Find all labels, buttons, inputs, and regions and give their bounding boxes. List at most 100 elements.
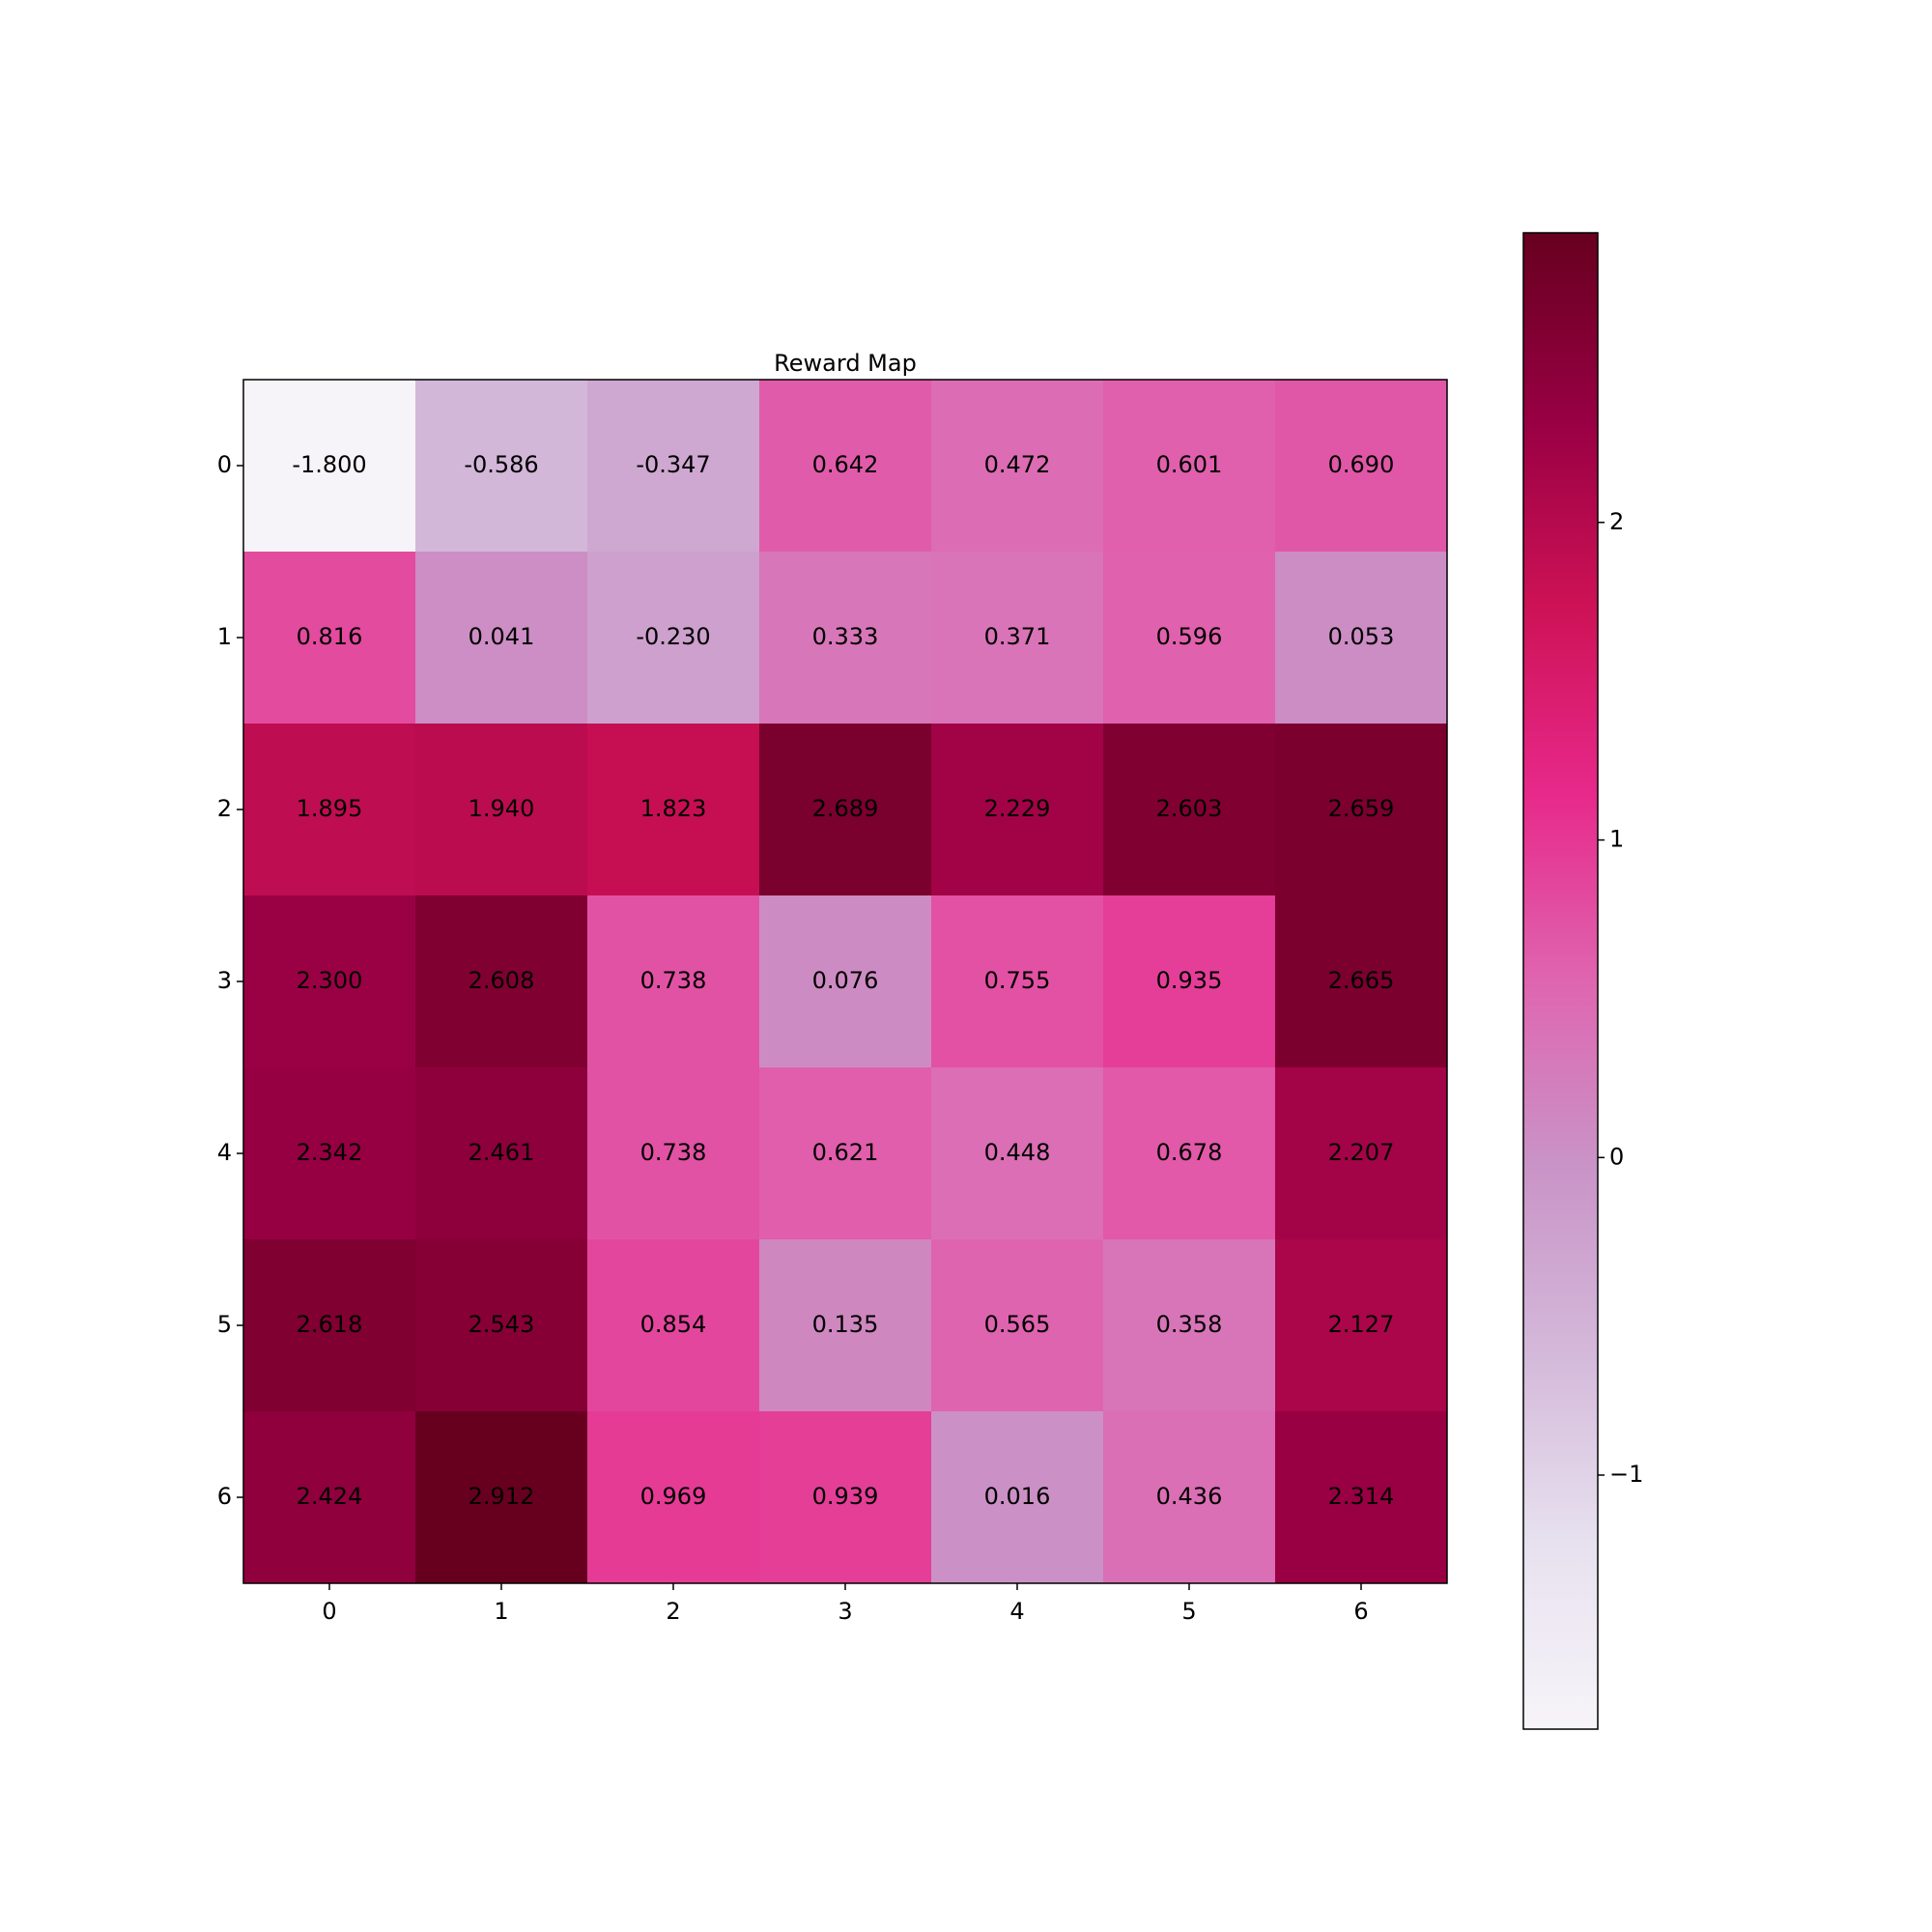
cell-value-label: 0.358 bbox=[1156, 1311, 1223, 1338]
heatmap-cell bbox=[1103, 1067, 1276, 1240]
colorbar-gradient bbox=[1522, 232, 1599, 1730]
heatmap-cell bbox=[1103, 380, 1276, 553]
cell-value-label: 2.424 bbox=[297, 1483, 363, 1510]
x-tick-label: 1 bbox=[494, 1598, 508, 1625]
heatmap-cell bbox=[759, 552, 932, 724]
heatmap-cell bbox=[587, 895, 760, 1068]
cell-value-label: 2.618 bbox=[297, 1311, 363, 1338]
cell-value-label: -1.800 bbox=[292, 451, 366, 478]
heatmap-cell bbox=[931, 895, 1104, 1068]
heatmap-cell bbox=[931, 380, 1104, 553]
cell-value-label: 0.816 bbox=[297, 623, 363, 650]
heatmap-cell bbox=[1103, 552, 1276, 724]
colorbar: 2 1 0 −1 bbox=[1522, 232, 1643, 1730]
heatmap-cell bbox=[1103, 1411, 1276, 1584]
heatmap-cell bbox=[931, 1067, 1104, 1240]
x-tick-label: 6 bbox=[1353, 1598, 1368, 1625]
x-tick-label: 3 bbox=[838, 1598, 852, 1625]
cell-value-label: 0.371 bbox=[984, 623, 1051, 650]
cell-value-label: 2.659 bbox=[1328, 795, 1395, 822]
cell-value-label: 2.461 bbox=[469, 1139, 535, 1166]
heatmap-cell bbox=[1275, 1411, 1448, 1584]
y-tick-label: 6 bbox=[217, 1483, 232, 1510]
x-tick-label: 0 bbox=[322, 1598, 336, 1625]
cell-value-label: 2.314 bbox=[1328, 1483, 1395, 1510]
heatmap-cell bbox=[759, 380, 932, 553]
heatmap-cell bbox=[1103, 895, 1276, 1068]
cell-value-label: 0.472 bbox=[984, 451, 1051, 478]
heatmap-cell bbox=[1103, 1239, 1276, 1412]
cell-value-label: 0.076 bbox=[812, 967, 879, 994]
y-tick-label: 4 bbox=[217, 1139, 232, 1166]
x-tick-label: 5 bbox=[1181, 1598, 1196, 1625]
heatmap-cell bbox=[759, 1411, 932, 1584]
cell-value-label: 2.229 bbox=[984, 795, 1051, 822]
cell-value-label: 2.608 bbox=[469, 967, 535, 994]
heatmap-cells: -1.800 -0.586 -0.347 0.642 0.472 0.601 0.690 0.… bbox=[243, 380, 1448, 1584]
cell-value-label: 0.690 bbox=[1328, 451, 1395, 478]
y-tick-label: 3 bbox=[217, 967, 232, 994]
heatmap-cell bbox=[243, 552, 416, 724]
cell-value-label: 1.823 bbox=[640, 795, 707, 822]
cell-value-label: 0.939 bbox=[812, 1483, 879, 1510]
cell-value-label: 0.935 bbox=[1156, 967, 1223, 994]
heatmap-cell bbox=[243, 1411, 416, 1584]
cell-value-label: 0.854 bbox=[640, 1311, 707, 1338]
x-tick-label: 4 bbox=[1009, 1598, 1024, 1625]
y-tick-label: 5 bbox=[217, 1311, 232, 1338]
heatmap-cell bbox=[587, 1411, 760, 1584]
cell-value-label: 2.127 bbox=[1328, 1311, 1395, 1338]
heatmap-cell bbox=[759, 1239, 932, 1412]
cell-value-label: 0.436 bbox=[1156, 1483, 1223, 1510]
heatmap-cell bbox=[415, 552, 588, 724]
cell-value-label: 0.448 bbox=[984, 1139, 1051, 1166]
cell-value-label: 0.678 bbox=[1156, 1139, 1223, 1166]
colorbar-tick-label: −1 bbox=[1609, 1461, 1643, 1488]
cell-value-label: 2.665 bbox=[1328, 967, 1395, 994]
heatmap-cell bbox=[243, 380, 416, 553]
cell-value-label: 0.596 bbox=[1156, 623, 1223, 650]
y-tick-label: 0 bbox=[217, 451, 232, 478]
heatmap-cell bbox=[243, 1239, 416, 1412]
cell-value-label: 1.895 bbox=[297, 795, 363, 822]
heatmap-cell bbox=[1275, 1239, 1448, 1412]
colorbar-tick-label: 1 bbox=[1609, 826, 1624, 853]
cell-value-label: 0.642 bbox=[812, 451, 879, 478]
heatmap-cell bbox=[415, 1239, 588, 1412]
heatmap-cell bbox=[931, 552, 1104, 724]
cell-value-label: 0.755 bbox=[984, 967, 1051, 994]
cell-value-label: 2.912 bbox=[469, 1483, 535, 1510]
heatmap-cell bbox=[1275, 380, 1448, 553]
heatmap-cell bbox=[587, 552, 760, 724]
heatmap-cell bbox=[931, 1411, 1104, 1584]
cell-value-label: -0.230 bbox=[636, 623, 710, 650]
cell-value-label: 0.621 bbox=[812, 1139, 879, 1166]
heatmap-cell bbox=[1275, 1067, 1448, 1240]
heatmap-cell bbox=[587, 380, 760, 553]
cell-value-label: 0.016 bbox=[984, 1483, 1051, 1510]
heatmap-cell bbox=[587, 724, 760, 896]
colorbar-ticks: 2 1 0 −1 bbox=[1598, 508, 1643, 1488]
cell-value-label: 2.543 bbox=[469, 1311, 535, 1338]
cell-value-label: 0.135 bbox=[812, 1311, 879, 1338]
heatmap-cell bbox=[243, 724, 416, 896]
heatmap-cell bbox=[1103, 724, 1276, 896]
y-tick-label: 1 bbox=[217, 623, 232, 650]
heatmap-cell bbox=[415, 724, 588, 896]
chart-title: Reward Map bbox=[774, 350, 917, 377]
cell-value-label: 0.333 bbox=[812, 623, 879, 650]
heatmap-cell bbox=[587, 1067, 760, 1240]
y-axis: 0 1 2 3 4 5 6 bbox=[217, 451, 243, 1510]
heatmap-cell bbox=[759, 1067, 932, 1240]
heatmap-cell bbox=[759, 724, 932, 896]
cell-value-label: 2.342 bbox=[297, 1139, 363, 1166]
heatmap-cell bbox=[415, 1067, 588, 1240]
x-tick-label: 2 bbox=[666, 1598, 680, 1625]
cell-value-label: 0.601 bbox=[1156, 451, 1223, 478]
heatmap-cell bbox=[931, 724, 1104, 896]
cell-value-label: 1.940 bbox=[469, 795, 535, 822]
heatmap-cell bbox=[415, 380, 588, 553]
heatmap-cell bbox=[1275, 724, 1448, 896]
heatmap-cell bbox=[1275, 552, 1448, 724]
